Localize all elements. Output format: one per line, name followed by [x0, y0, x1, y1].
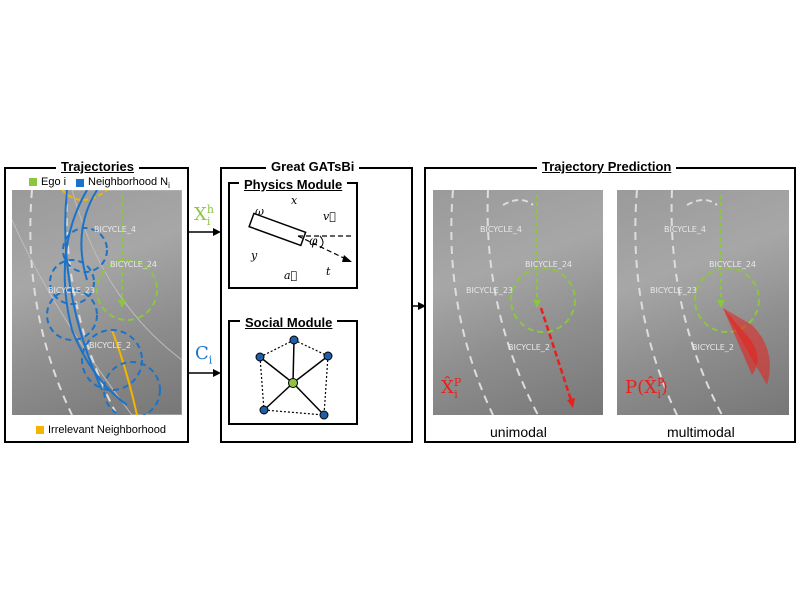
uni-label-3: BICYCLE_23	[466, 286, 513, 295]
prediction-title: Trajectory Prediction	[537, 159, 677, 174]
trajectories-overlay: BICYCLE_4 BICYCLE_24 BICYCLE_23 BICYCLE_…	[12, 190, 182, 415]
traj-label-2: BICYCLE_24	[110, 260, 157, 269]
physics-t: t	[326, 265, 331, 278]
uni-label-2: BICYCLE_24	[525, 260, 572, 269]
legend-neighborhood: Neighborhood Ni	[76, 176, 170, 190]
multi-label-3: BICYCLE_23	[650, 286, 697, 295]
unimodal-caption: unimodal	[490, 424, 547, 440]
unimodal-symbol: X̂Pi	[441, 376, 462, 401]
physics-diagram: x ω v⃗ φ y a⃗ t	[248, 195, 353, 282]
multimodal-caption: multimodal	[667, 424, 735, 440]
uni-label-1: BICYCLE_4	[480, 225, 522, 234]
irrelevant-swatch	[36, 426, 44, 434]
unimodal-photo: BICYCLE_4 BICYCLE_24 BICYCLE_23 BICYCLE_…	[433, 190, 603, 415]
physics-phi: φ	[309, 234, 318, 248]
ego-swatch	[29, 178, 37, 186]
physics-a: a⃗	[284, 269, 297, 282]
trajectories-title: Trajectories	[56, 159, 139, 174]
traj-label-1: BICYCLE_4	[94, 225, 136, 234]
traj-label-4: BICYCLE_2	[89, 341, 131, 350]
multi-label-4: BICYCLE_2	[692, 343, 734, 352]
legend-neighborhood-label: Neighborhood Ni	[88, 176, 170, 191]
physics-omega: ω	[255, 205, 264, 218]
neighbor-swatch	[76, 179, 84, 188]
legend-ego-label: Ego i	[41, 176, 67, 188]
trajectories-photo: BICYCLE_4 BICYCLE_24 BICYCLE_23 BICYCLE_…	[12, 190, 182, 415]
multimodal-photo: BICYCLE_4 BICYCLE_24 BICYCLE_23 BICYCLE_…	[617, 190, 789, 415]
traj-label-3: BICYCLE_23	[48, 286, 95, 295]
multimodal-symbol: P(X̂Pi)	[625, 376, 668, 401]
physics-x: x	[291, 195, 298, 207]
multi-label-1: BICYCLE_4	[664, 225, 706, 234]
legend-irrelevant-label: Irrelevant Neighborhood	[48, 424, 167, 436]
ego-node	[288, 378, 298, 388]
physics-title: Physics Module	[239, 177, 348, 192]
social-title: Social Module	[240, 315, 338, 330]
gatsbi-title: Great GATsBi	[266, 159, 360, 174]
uni-label-4: BICYCLE_2	[508, 343, 550, 352]
xh-label: Xhi	[194, 203, 214, 228]
physics-y: y	[250, 249, 258, 262]
legend-ego: Ego i	[29, 176, 66, 188]
social-graph	[255, 335, 333, 420]
vehicle-rect	[248, 212, 307, 247]
physics-v: v⃗	[323, 210, 336, 223]
legend-irrelevant: Irrelevant Neighborhood	[36, 424, 166, 436]
unimodal-overlay: BICYCLE_4 BICYCLE_24 BICYCLE_23 BICYCLE_…	[450, 190, 576, 415]
c-label: Ci	[195, 343, 213, 367]
multimodal-overlay: BICYCLE_4 BICYCLE_24 BICYCLE_23 BICYCLE_…	[634, 190, 770, 415]
multi-label-2: BICYCLE_24	[709, 260, 756, 269]
